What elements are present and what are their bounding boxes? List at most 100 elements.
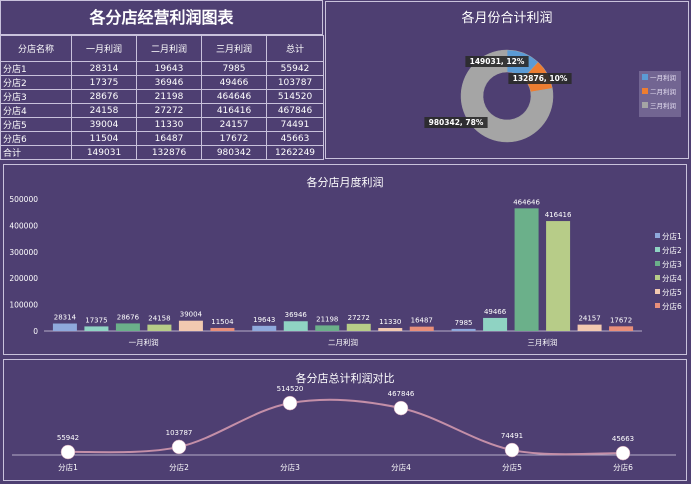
bar-legend-label: 分店2 (662, 245, 682, 255)
pie-label-box (508, 73, 572, 84)
table-cell: 24158 (71, 103, 137, 118)
bar-data-label: 17672 (610, 316, 632, 324)
bar (609, 326, 634, 331)
line-data-label: 467846 (388, 390, 415, 398)
table-cell: 19643 (136, 61, 202, 76)
bar-legend-swatch (655, 261, 660, 266)
line-x-category-label: 分店3 (280, 462, 300, 472)
bar-data-label: 36946 (285, 311, 308, 319)
bar-y-tick-label: 200000 (9, 274, 38, 283)
bar-data-label: 17375 (85, 316, 107, 324)
bar-legend-label: 分店4 (662, 273, 682, 283)
table-header-cell: 分店名称 (0, 35, 72, 62)
bar (378, 328, 403, 331)
table-cell: 980342 (201, 145, 267, 160)
bar (346, 323, 371, 331)
table-cell: 514520 (266, 89, 324, 104)
bar-legend-swatch (655, 275, 660, 280)
line-chart: 各分店总计利润对比 55942 分店1 103787 分店2 514520 分店3 46784… (12, 371, 676, 472)
line-x-category-label: 分店2 (169, 462, 189, 472)
bar-x-category-label: 一月利润 (129, 337, 159, 347)
line-data-label: 74491 (501, 432, 523, 440)
table-cell: 24157 (201, 117, 267, 132)
line-point (171, 439, 187, 455)
line-point (60, 444, 76, 460)
bar (178, 320, 203, 331)
table-cell: 28676 (71, 89, 137, 104)
bar-legend-swatch (655, 247, 660, 252)
table-row-label: 分店6 (0, 131, 72, 146)
table-cell: 1262249 (266, 145, 324, 160)
table-header-row: 分店名称 一月利润 二月利润 三月利润 总计 (0, 35, 324, 62)
table-cell: 149031 (71, 145, 137, 160)
pie-data-label: 132876, 10% (513, 74, 568, 83)
line-data-label: 55942 (57, 434, 79, 442)
bar (546, 221, 571, 331)
bar-data-label: 49466 (484, 308, 507, 316)
table-row-label: 分店1 (0, 61, 72, 76)
pie-legend-label: 三月利润 (650, 101, 676, 110)
bar-data-label: 7985 (455, 319, 473, 327)
table-cell: 103787 (266, 75, 324, 90)
line-series (67, 398, 624, 456)
bar-y-tick-label: 100000 (9, 301, 38, 310)
table-row: 分店5 39004 11330 24157 74491 (0, 117, 324, 132)
line-title: 各分店总计利润对比 (296, 371, 395, 385)
profit-table-panel: 各分店经营利润图表 分店名称 一月利润 二月利润 三月利润 总计 分店1 28314 1964… (0, 0, 324, 161)
pie-label-box (424, 117, 488, 128)
table-cell: 45663 (266, 131, 324, 146)
table-cell: 11504 (71, 131, 137, 146)
table-row-label: 分店5 (0, 117, 72, 132)
bar-data-label: 11504 (211, 318, 234, 326)
table-row-label: 分店4 (0, 103, 72, 118)
bar (315, 325, 340, 331)
pie-chart: 各月份合计利润 149031, 12% 132876, 10% 980342, 78%… (424, 10, 681, 143)
table-row: 分店6 11504 16487 17672 45663 (0, 131, 324, 146)
table-cell: 17672 (201, 131, 267, 146)
bar-data-label: 24158 (148, 315, 170, 323)
pie-legend-swatch (642, 88, 648, 94)
total-profit-line-panel: 各分店总计利润对比 55942 分店1 103787 分店2 514520 分店3 46784… (3, 359, 687, 481)
bar-y-tick-label: 400000 (9, 221, 38, 230)
table-cell: 21198 (136, 89, 202, 104)
table-header-cell: 二月利润 (136, 35, 202, 62)
bar (283, 321, 308, 331)
bar-legend-swatch (655, 289, 660, 294)
line-point (393, 400, 409, 416)
table-cell: 7985 (201, 61, 267, 76)
bar (409, 326, 434, 331)
table-row-label: 合计 (0, 145, 72, 160)
bar-data-label: 39004 (180, 311, 203, 319)
bar-data-label: 16487 (411, 317, 433, 325)
table-row-label: 分店2 (0, 75, 72, 90)
line-data-label: 103787 (166, 429, 193, 437)
bar-data-label: 24157 (578, 315, 600, 323)
line-point (615, 445, 631, 461)
table-cell: 27272 (136, 103, 202, 118)
pie-title: 各月份合计利润 (461, 10, 552, 26)
bar (577, 324, 602, 331)
bar-data-label: 28314 (54, 314, 77, 322)
line-data-label: 45663 (612, 435, 634, 443)
bar-data-label: 19643 (253, 316, 275, 324)
table-cell: 55942 (266, 61, 324, 76)
table-cell: 28314 (71, 61, 137, 76)
bar-data-label: 21198 (316, 315, 338, 323)
line-data-label: 514520 (277, 385, 304, 393)
bar (514, 208, 539, 331)
bar-data-label: 464646 (513, 198, 540, 206)
table-title: 各分店经营利润图表 (0, 0, 323, 35)
line-x-category-label: 分店4 (391, 462, 411, 472)
table-cell: 416416 (201, 103, 267, 118)
table-row-label: 分店3 (0, 89, 72, 104)
bar-legend-swatch (655, 233, 660, 238)
line-point (282, 395, 298, 411)
table-cell: 17375 (71, 75, 137, 90)
bar-legend-swatch (655, 303, 660, 308)
table-row: 合计 149031 132876 980342 1262249 (0, 145, 324, 160)
bar-title: 各分店月度利润 (307, 175, 384, 189)
bar (52, 323, 77, 331)
bar-data-label: 28676 (117, 313, 140, 321)
bar (84, 326, 109, 331)
pie-legend-label: 二月利润 (650, 87, 676, 96)
